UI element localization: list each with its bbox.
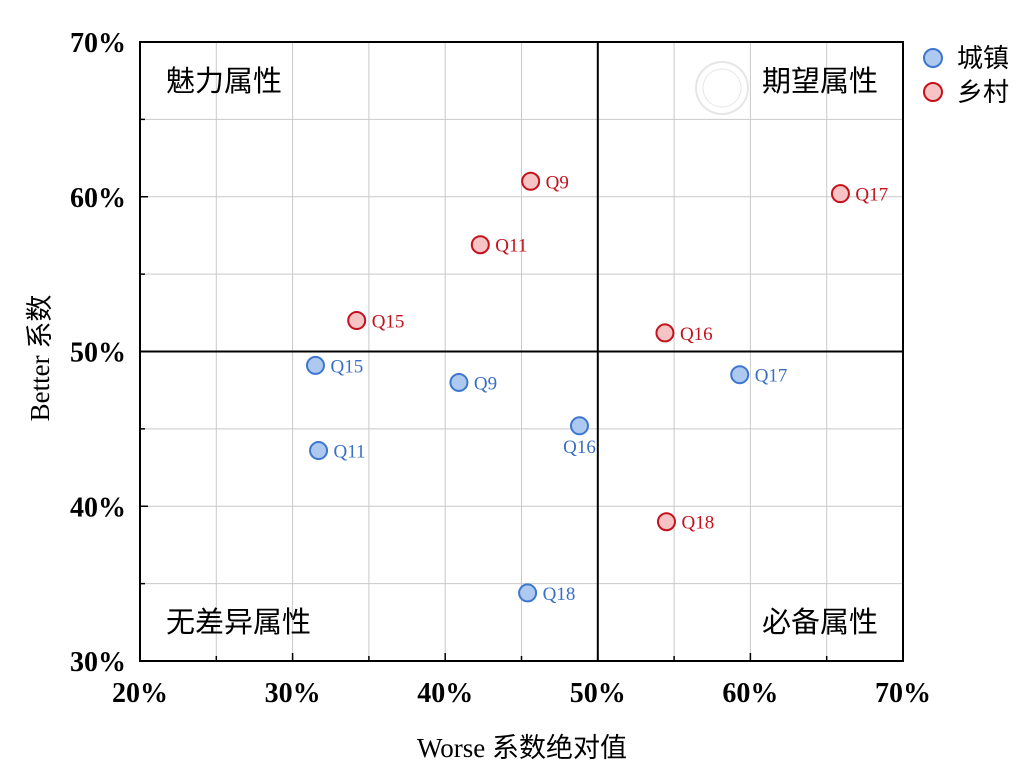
quadrant-dividers	[140, 42, 903, 661]
x-axis-title: Worse 系数绝对值	[417, 733, 627, 763]
legend: 城镇 乡村	[923, 44, 1009, 108]
x-tick-label: 60%	[722, 678, 778, 709]
point-label-rural-q11: Q11	[495, 236, 527, 257]
point-label-rural-q9: Q9	[546, 172, 569, 193]
y-tick-label: 70%	[70, 28, 126, 59]
scatter-point-urban-q16	[569, 416, 589, 436]
axis-ticks	[139, 41, 904, 662]
x-tick-label: 70%	[875, 678, 931, 709]
scatter-point-urban-q9	[449, 372, 469, 392]
scatter-point-rural-q16	[655, 323, 675, 343]
y-tick-label: 50%	[70, 338, 126, 369]
point-label-urban-q15: Q15	[330, 356, 363, 377]
point-label-urban-q18: Q18	[543, 584, 576, 605]
scatter-point-rural-q18	[656, 512, 676, 532]
point-label-urban-q9: Q9	[474, 373, 497, 394]
axis-tick-labels: 20% 30% 40% 50% 60% 70%30%40%50%60%70%	[70, 28, 931, 709]
x-tick-label: 20%	[112, 678, 168, 709]
legend-label-rural: 乡村	[957, 78, 1009, 108]
scatter-point-rural-q11	[470, 235, 490, 255]
legend-marker-urban	[923, 48, 943, 68]
quadrant-label-attractive: 魅力属性	[166, 64, 282, 98]
point-label-rural-q18: Q18	[681, 513, 714, 534]
x-tick-label: 30%	[265, 678, 321, 709]
watermark-seal	[695, 61, 749, 115]
y-tick-label: 30%	[70, 647, 126, 678]
point-label-urban-q11: Q11	[334, 442, 366, 463]
scatter-points	[305, 171, 850, 603]
y-axis-title: Better 系数	[25, 295, 55, 422]
x-tick-label: 40%	[417, 678, 473, 709]
point-label-rural-q15: Q15	[372, 312, 405, 333]
y-tick-label: 60%	[70, 183, 126, 214]
point-labels: Q9 Q11 Q15 Q16 Q17 Q18 Q9 Q11 Q15 Q16 Q17 Q18	[330, 172, 888, 605]
scatter-point-rural-q15	[347, 311, 367, 331]
quadrant-label-indifferent: 无差异属性	[166, 605, 311, 639]
scatter-point-rural-q17	[830, 184, 850, 204]
scatter-point-urban-q11	[309, 441, 329, 461]
scatter-point-rural-q9	[521, 171, 541, 191]
scatter-point-urban-q17	[730, 365, 750, 385]
quadrant-label-one-dimensional: 期望属性	[762, 64, 878, 98]
point-label-urban-q16: Q16	[563, 437, 596, 458]
x-tick-label: 50%	[570, 678, 626, 709]
scatter-point-urban-q18	[518, 583, 538, 603]
point-label-rural-q17: Q17	[855, 185, 888, 206]
y-tick-label: 40%	[70, 492, 126, 523]
quadrant-label-must-be: 必备属性	[762, 605, 878, 639]
scatter-point-urban-q15	[305, 355, 325, 375]
point-label-rural-q16: Q16	[680, 324, 713, 345]
point-label-urban-q17: Q17	[755, 366, 788, 387]
legend-label-urban: 城镇	[957, 44, 1009, 74]
legend-marker-rural	[923, 82, 943, 102]
